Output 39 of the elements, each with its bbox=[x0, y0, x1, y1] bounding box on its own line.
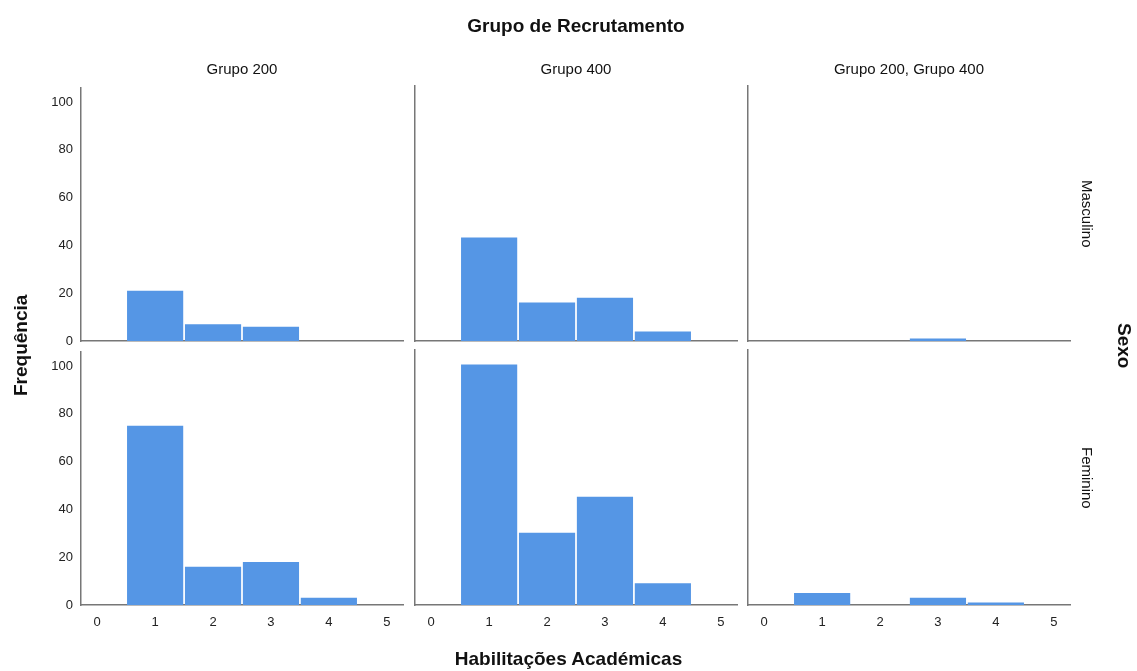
x-tick-label: 2 bbox=[209, 614, 217, 630]
x-tick-label: 5 bbox=[717, 614, 725, 630]
y-tick-label: 20 bbox=[58, 284, 73, 300]
y-tick-label: 60 bbox=[58, 189, 73, 205]
x-tick-label: 5 bbox=[1050, 614, 1058, 630]
x-tick-label: 3 bbox=[934, 614, 942, 630]
x-tick-label: 1 bbox=[151, 614, 159, 630]
y-axis-title: Frequência bbox=[10, 294, 32, 396]
x-tick-label: 3 bbox=[267, 614, 275, 630]
x-axis-title: Habilitações Académicas bbox=[453, 648, 684, 670]
x-tick-label: 4 bbox=[992, 614, 1000, 630]
x-tick-label: 5 bbox=[383, 614, 391, 630]
y2-axis-title: Feminino bbox=[1079, 446, 1096, 509]
chart-title: Grupo 200, Grupo 400 bbox=[832, 60, 986, 77]
x-tick-label: 4 bbox=[659, 614, 667, 630]
y-tick-label: 100 bbox=[51, 357, 73, 373]
y2-axis-title: Masculino bbox=[1079, 179, 1096, 248]
y-tick-label: 0 bbox=[65, 596, 73, 612]
x-tick-label: 0 bbox=[93, 614, 101, 630]
x-tick-label: 1 bbox=[818, 614, 826, 630]
x-tick-label: 0 bbox=[427, 614, 435, 630]
text: Sexo bbox=[1113, 323, 1135, 369]
x-tick-label: 3 bbox=[601, 614, 609, 630]
chart-title: Grupo 200 bbox=[205, 60, 279, 77]
y-tick-label: 40 bbox=[58, 237, 73, 253]
x-tick-label: 1 bbox=[485, 614, 493, 630]
y-tick-label: 60 bbox=[58, 453, 73, 469]
y-tick-label: 100 bbox=[51, 93, 73, 109]
y-tick-label: 80 bbox=[58, 405, 73, 421]
x-tick-label: 0 bbox=[760, 614, 768, 630]
x-tick-label: 2 bbox=[876, 614, 884, 630]
chart-title: Grupo 400 bbox=[539, 60, 613, 77]
y-tick-label: 40 bbox=[58, 501, 73, 517]
y-tick-label: 80 bbox=[58, 141, 73, 157]
text: Grupo de Recrutamento bbox=[466, 15, 686, 37]
x-tick-label: 2 bbox=[543, 614, 551, 630]
y-tick-label: 20 bbox=[58, 548, 73, 564]
x-tick-label: 4 bbox=[325, 614, 333, 630]
y-tick-label: 0 bbox=[65, 332, 73, 348]
